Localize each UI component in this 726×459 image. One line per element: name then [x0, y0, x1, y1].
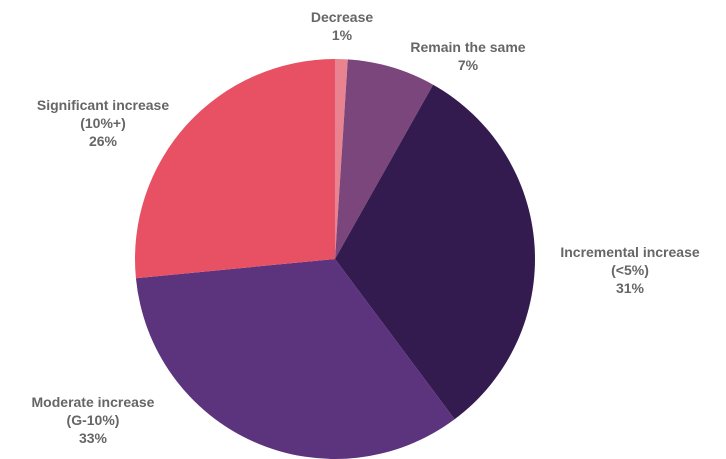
- pie-slice-decrease: [335, 59, 348, 259]
- pie-slice-remain-the-same: [335, 59, 434, 259]
- slice-value-incremental-increase: 31%: [615, 280, 645, 296]
- slice-label-remain-the-same: Remain the same: [410, 39, 526, 55]
- pie-slice-incremental-increase: [335, 84, 535, 420]
- slice-sublabel-moderate-increase: (G-10%): [66, 412, 120, 428]
- slice-label-decrease: Decrease: [310, 9, 374, 25]
- slice-label-incremental-increase: Incremental increase: [560, 244, 700, 260]
- pie-slice-moderate-increase: [135, 259, 455, 459]
- slice-sublabel-significant-increase: (10%+): [80, 115, 126, 131]
- label-incremental-increase: Incremental increase (<5%) 31%: [540, 243, 720, 297]
- pie-slices: [134, 59, 535, 459]
- slice-sublabel-incremental-increase: (<5%): [611, 262, 649, 278]
- slice-label-significant-increase: Significant increase: [36, 97, 170, 113]
- slice-value-decrease: 1%: [331, 27, 353, 43]
- slice-label-moderate-increase: Moderate increase: [31, 394, 155, 410]
- label-significant-increase: Significant increase (10%+) 26%: [18, 96, 188, 150]
- slice-value-moderate-increase: 33%: [78, 430, 108, 446]
- label-remain-the-same: Remain the same 7%: [388, 38, 548, 74]
- slice-value-significant-increase: 26%: [88, 133, 118, 149]
- label-decrease: Decrease 1%: [300, 8, 384, 44]
- label-moderate-increase: Moderate increase (G-10%) 33%: [8, 393, 178, 447]
- pie-slice-significant-increase: [134, 59, 335, 279]
- slice-value-remain-the-same: 7%: [457, 57, 479, 73]
